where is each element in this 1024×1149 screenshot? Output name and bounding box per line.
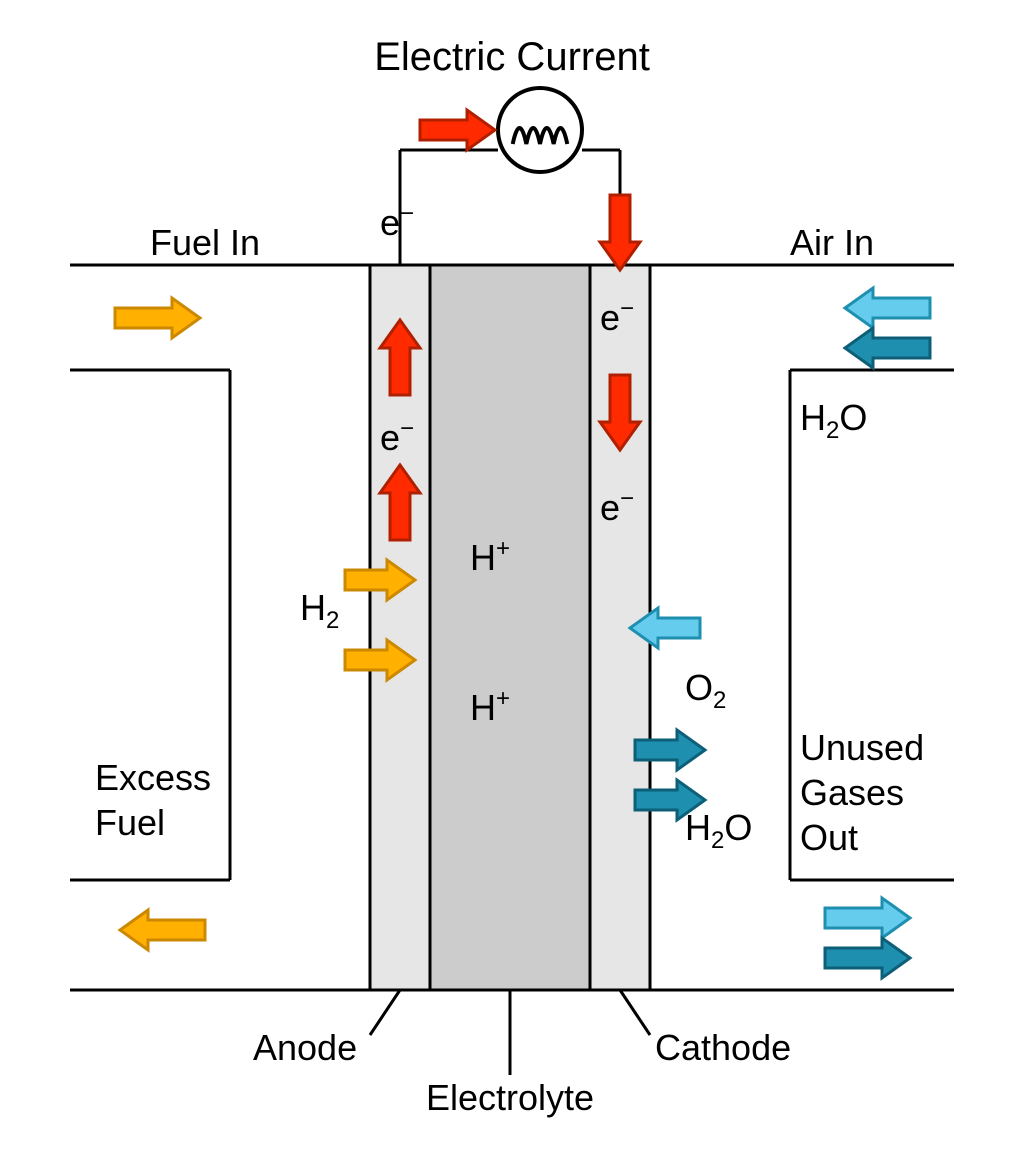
cathode-leader (620, 990, 650, 1035)
unused-gases-label-2: Gases (800, 772, 904, 813)
h2-label: H2 (300, 587, 339, 634)
unused-gases-label-3: Out (800, 817, 858, 858)
cathode-label: Cathode (655, 1027, 791, 1068)
unused-gases-label-1: Unused (800, 727, 924, 768)
fuel-in-label: Fuel In (150, 222, 260, 263)
electron-label-tl: e− (380, 200, 414, 243)
electron-top-right (420, 110, 495, 150)
h2o-label-top: H2O (800, 397, 867, 444)
gases-out-arrow-1 (825, 898, 910, 938)
anode-label: Anode (253, 1027, 357, 1068)
gases-out-arrow-2 (825, 938, 910, 978)
air-in-arrow-2 (845, 328, 930, 368)
fuel-in-arrow (115, 298, 200, 338)
title-label: Electric Current (374, 35, 650, 79)
o2-label: O2 (685, 667, 726, 714)
electron-down-top (600, 195, 640, 270)
air-in-arrow-1 (845, 288, 930, 328)
excess-fuel-arrow (120, 910, 205, 950)
fuel-cell-diagram: Electric Current Fuel In Air In ExcessFuel U… (0, 0, 1024, 1149)
excess-fuel-label-1: Excess (95, 757, 211, 798)
load-bulb-coil (513, 128, 568, 144)
electrolyte-column (430, 265, 590, 990)
h2o-label-bottom: H2O (685, 807, 752, 854)
excess-fuel-label-2: Fuel (95, 802, 165, 843)
air-in-label: Air In (790, 222, 874, 263)
load-bulb-circle (498, 88, 582, 172)
anode-leader (370, 990, 400, 1035)
electrolyte-label: Electrolyte (426, 1077, 594, 1118)
